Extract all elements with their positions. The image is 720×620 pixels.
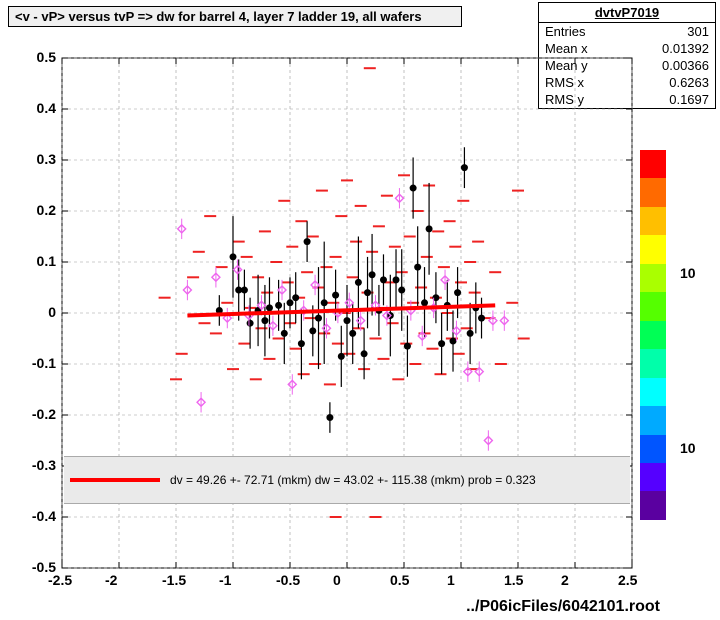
x-tick-label: 0.5 [390,572,409,588]
fit-line-swatch [70,478,160,482]
colorbar-segment [640,150,666,178]
root-canvas: <v - vP> versus tvP => dw for barrel 4, … [0,0,720,620]
stats-label: Entries [545,24,585,39]
x-tick-label: -1 [219,572,231,588]
colorbar-segment [640,207,666,235]
x-tick-label: 1.5 [504,572,523,588]
y-tick-label: -0.2 [32,406,56,422]
colorbar-segment [640,491,666,519]
stats-label: Mean x [545,41,588,56]
y-tick-label: -0.4 [32,508,56,524]
colorbar-label: 10 [680,440,696,456]
stats-value: 0.01392 [662,41,709,56]
x-tick-label: 2 [561,572,569,588]
x-tick-label: 1 [447,572,455,588]
x-tick-label: 2.5 [618,572,637,588]
y-tick-label: -0.3 [32,457,56,473]
colorbar-segment [640,349,666,377]
x-tick-label: -0.5 [276,572,300,588]
colorbar-segment [640,178,666,206]
stats-value: 301 [687,24,709,39]
stats-value: 0.6263 [669,75,709,90]
y-tick-label: -0.1 [32,355,56,371]
stats-row: Entries 301 [539,23,715,40]
colorbar-segment [640,264,666,292]
plot-title: <v - vP> versus tvP => dw for barrel 4, … [8,6,462,27]
fit-legend-box: dv = 49.26 +- 72.71 (mkm) dw = 43.02 +- … [64,456,630,504]
x-tick-label: -1.5 [162,572,186,588]
colorbar-segment [640,235,666,263]
x-tick-label: 0 [333,572,341,588]
colorbar-segment [640,463,666,491]
stats-row: Mean x 0.01392 [539,40,715,57]
colorbar-segment [640,378,666,406]
colorbar-label: 10 [680,265,696,281]
stats-value: 0.00366 [662,58,709,73]
x-tick-label: -2 [105,572,117,588]
y-tick-label: 0.3 [37,151,56,167]
stats-name: dvtvP7019 [539,3,715,23]
colorbar-segment [640,435,666,463]
y-tick-label: 0.5 [37,49,56,65]
y-tick-label: 0.4 [37,100,56,116]
source-caption: ../P06icFiles/6042101.root [466,598,660,616]
colorbar-segment [640,406,666,434]
colorbar-segment [640,321,666,349]
x-tick-label: -2.5 [48,572,72,588]
colorbar [640,150,666,520]
y-tick-label: 0.2 [37,202,56,218]
fit-text: dv = 49.26 +- 72.71 (mkm) dw = 43.02 +- … [170,473,536,487]
y-tick-label: 0.1 [37,253,56,269]
stats-value: 0.1697 [669,92,709,107]
colorbar-segment [640,292,666,320]
y-tick-label: 0 [48,304,56,320]
